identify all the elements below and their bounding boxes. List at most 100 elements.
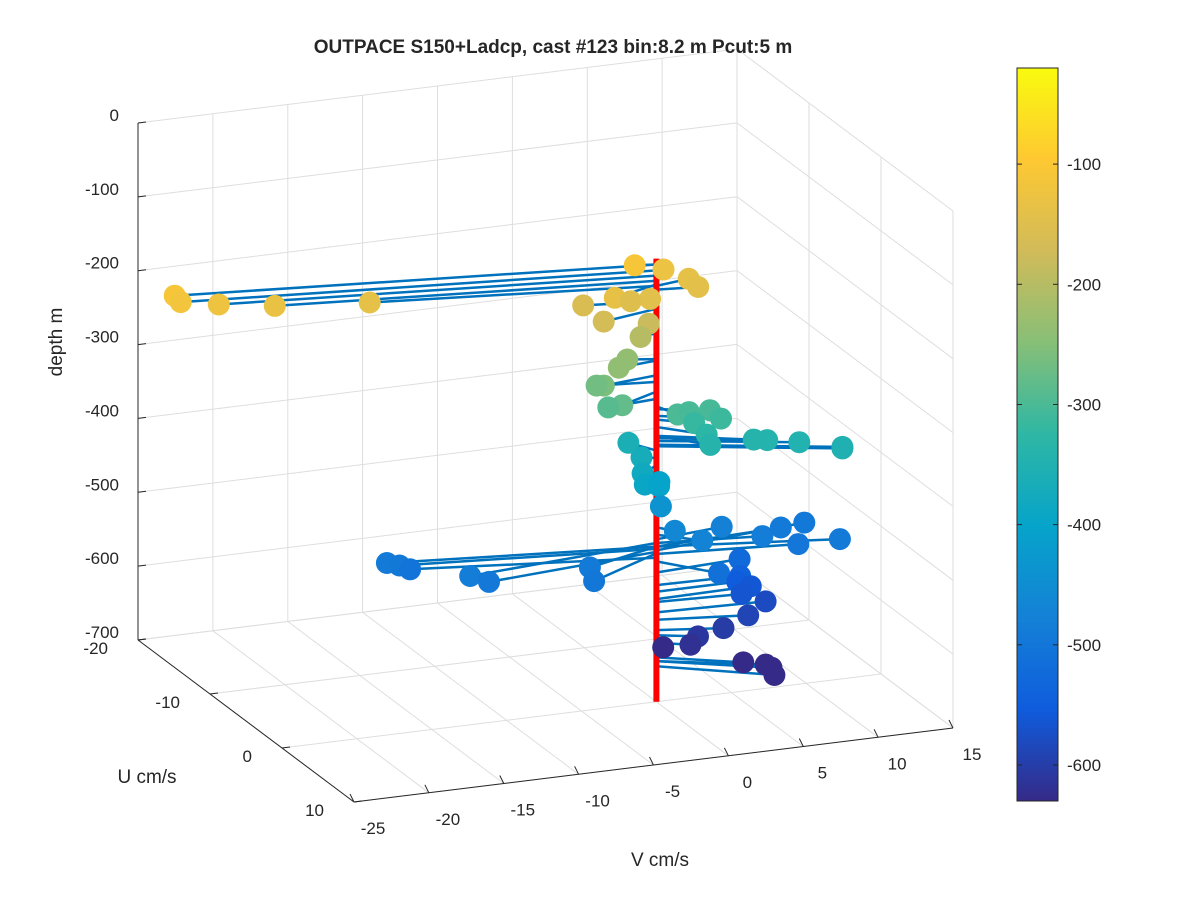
axes-box: [138, 122, 953, 802]
data-point: [763, 664, 785, 686]
depth-tick-mark: [138, 122, 146, 123]
data-point: [737, 604, 759, 626]
v-tick-label: 10: [888, 754, 907, 773]
data-point: [793, 512, 815, 534]
u-tick-mark: [282, 747, 290, 748]
data-point: [732, 651, 754, 673]
data-point: [653, 259, 675, 281]
grid-line: [737, 271, 953, 433]
data-point: [691, 530, 713, 552]
data-point: [359, 292, 381, 314]
colorbar-tick-label: -100: [1067, 155, 1101, 174]
depth-tick-label: -400: [85, 401, 119, 420]
depth-axis-label: depth m: [46, 308, 67, 377]
data-point: [680, 634, 702, 656]
data-point: [620, 290, 642, 312]
v-tick-label: -5: [665, 782, 680, 801]
v-tick-label: -10: [585, 791, 610, 810]
data-point: [624, 254, 646, 276]
data-point: [650, 495, 672, 517]
colorbar-tick-label: -600: [1067, 756, 1101, 775]
data-point: [586, 375, 608, 397]
u-tick-label: 0: [243, 747, 252, 766]
data-layer: [164, 254, 854, 702]
depth-tick-mark: [138, 196, 146, 197]
data-point: [755, 590, 777, 612]
grid-line: [213, 631, 429, 793]
data-point: [770, 517, 792, 539]
data-point: [652, 636, 674, 658]
grid-line: [438, 603, 654, 765]
depth-tick-mark: [138, 565, 146, 566]
grid-line: [737, 492, 953, 654]
u-axis-label: U cm/s: [117, 767, 176, 788]
data-point: [787, 533, 809, 555]
v-tick-label: 0: [743, 773, 752, 792]
v-tick-label: -25: [361, 819, 386, 838]
data-point: [399, 558, 421, 580]
grid: [138, 49, 953, 802]
grid-line: [288, 622, 504, 784]
data-point: [699, 434, 721, 456]
v-tick-label: -15: [511, 801, 536, 820]
depth-tick-mark: [138, 491, 146, 492]
data-point: [831, 436, 853, 458]
depth-tick-mark: [138, 417, 146, 418]
grid-line: [737, 566, 953, 728]
depth-tick-label: -200: [85, 254, 119, 273]
colorbar: -100 -200 -300 -400 -500 -600: [1017, 68, 1101, 801]
colorbar-tick-label: -400: [1067, 516, 1101, 535]
data-point: [478, 571, 500, 593]
data-point: [593, 311, 615, 333]
v-axis-label: V cm/s: [631, 850, 689, 871]
u-tick-mark: [354, 801, 362, 802]
data-point: [687, 276, 709, 298]
colorbar-tick-label: -300: [1067, 396, 1101, 415]
data-point: [170, 291, 192, 313]
depth-tick-label: -300: [85, 328, 119, 347]
u-tick-mark: [210, 693, 218, 694]
data-point: [264, 295, 286, 317]
grid-line: [737, 344, 953, 506]
v-tick-label: 5: [818, 764, 827, 783]
grid-line: [737, 123, 953, 285]
v-tick-label: -20: [436, 810, 461, 829]
depth-tick-label: -500: [85, 475, 119, 494]
depth-tick-mark: [138, 344, 146, 345]
chart-title: OUTPACE S150+Ladcp, cast #123 bin:8.2 m …: [314, 37, 793, 58]
u-tick-mark: [138, 639, 146, 640]
grid-line: [737, 197, 953, 359]
data-point: [788, 431, 810, 453]
data-point: [608, 357, 630, 379]
depth-tick-label: -100: [85, 180, 119, 199]
u-tick-label: -10: [155, 693, 180, 712]
depth-tick-mark: [138, 270, 146, 271]
data-point: [459, 565, 481, 587]
data-point: [829, 528, 851, 550]
u-tick-label: -20: [83, 639, 108, 658]
tick-labels: 0-100-200-300-400-500-600-700-20-10010-2…: [83, 106, 981, 838]
colorbar-tick-label: -500: [1067, 636, 1101, 655]
u-tick-label: 10: [305, 801, 324, 820]
velocity-stem: [656, 615, 748, 620]
data-point: [639, 288, 661, 310]
grid-line: [363, 612, 579, 774]
colorbar-tick-label: -200: [1067, 275, 1101, 294]
data-point: [664, 520, 686, 542]
v-tick-label: 15: [963, 745, 982, 764]
data-point: [583, 570, 605, 592]
data-point: [597, 396, 619, 418]
depth-tick-label: 0: [110, 106, 119, 125]
data-point: [756, 429, 778, 451]
data-point: [713, 617, 735, 639]
depth-tick-label: -600: [85, 549, 119, 568]
colorbar-gradient: [1017, 68, 1058, 801]
data-point: [711, 516, 733, 538]
data-point: [648, 471, 670, 493]
data-point: [630, 326, 652, 348]
data-point: [572, 294, 594, 316]
grid-line: [737, 49, 953, 211]
data-point: [731, 583, 753, 605]
